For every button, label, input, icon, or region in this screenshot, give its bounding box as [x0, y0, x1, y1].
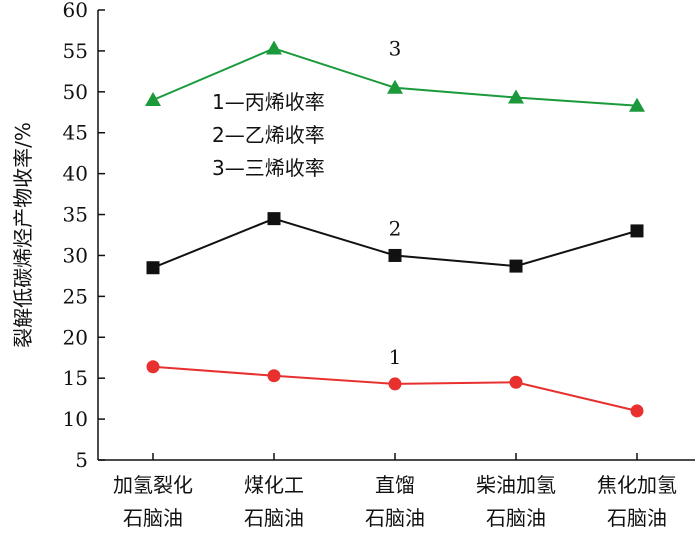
y-tick-label: 50: [63, 80, 88, 104]
x-category-label: 直馏: [375, 473, 415, 497]
legend: 1—丙烯收率 2—乙烯收率 3—三烯收率: [212, 90, 325, 180]
y-tick-label: 10: [63, 407, 88, 431]
data-point: [267, 212, 281, 226]
data-point: [629, 97, 645, 112]
y-tick-label: 35: [63, 203, 88, 227]
y-tick-label: 15: [63, 366, 88, 390]
x-category-label: 石脑油: [486, 506, 546, 530]
data-point: [630, 404, 644, 418]
data-point: [145, 92, 161, 106]
data-point: [509, 259, 523, 273]
x-category-label: 石脑油: [607, 506, 667, 530]
y-tick-label: 25: [63, 284, 88, 308]
y-ticks: 5 10 15 20 25 30 35 40 45 50 55 60: [63, 0, 105, 472]
data-point: [508, 89, 524, 104]
data-point: [146, 360, 160, 374]
series-1: 1: [146, 345, 644, 418]
y-tick-label: 45: [63, 121, 88, 145]
legend-entry: 2—乙烯收率: [212, 123, 325, 147]
data-point: [388, 377, 402, 391]
series-3: 3: [145, 37, 645, 112]
data-point: [146, 261, 160, 275]
x-category-label: 加氢裂化: [113, 473, 193, 497]
data-point: [388, 248, 402, 262]
series-layer: 1 2 3: [145, 37, 645, 418]
x-category-label: 柴油加氢: [476, 473, 556, 497]
y-tick-label: 20: [63, 325, 88, 349]
series-2: 2: [146, 212, 644, 275]
y-tick-label: 60: [63, 0, 88, 22]
data-point: [509, 375, 523, 389]
data-point: [266, 40, 282, 55]
x-category-label: 煤化工: [244, 473, 304, 497]
x-category-label: 石脑油: [244, 506, 304, 530]
data-point: [630, 224, 644, 238]
y-axis-label: 裂解低碳烯烃产物收率/%: [11, 122, 35, 348]
y-tick-label: 30: [63, 243, 88, 267]
y-tick-label: 5: [75, 448, 88, 472]
series-id-label: 1: [389, 345, 402, 369]
x-category-label: 石脑油: [123, 506, 183, 530]
series-id-label: 2: [389, 216, 402, 240]
legend-entry: 3—三烯收率: [212, 156, 325, 180]
x-category-label: 石脑油: [365, 506, 425, 530]
data-point: [387, 79, 403, 94]
legend-entry: 1—丙烯收率: [212, 90, 325, 114]
data-point: [267, 369, 281, 383]
axes: [97, 10, 695, 461]
y-tick-label: 40: [63, 162, 88, 186]
y-tick-label: 55: [63, 39, 88, 63]
series-id-label: 3: [389, 37, 402, 61]
x-category-label: 焦化加氢: [597, 473, 677, 497]
